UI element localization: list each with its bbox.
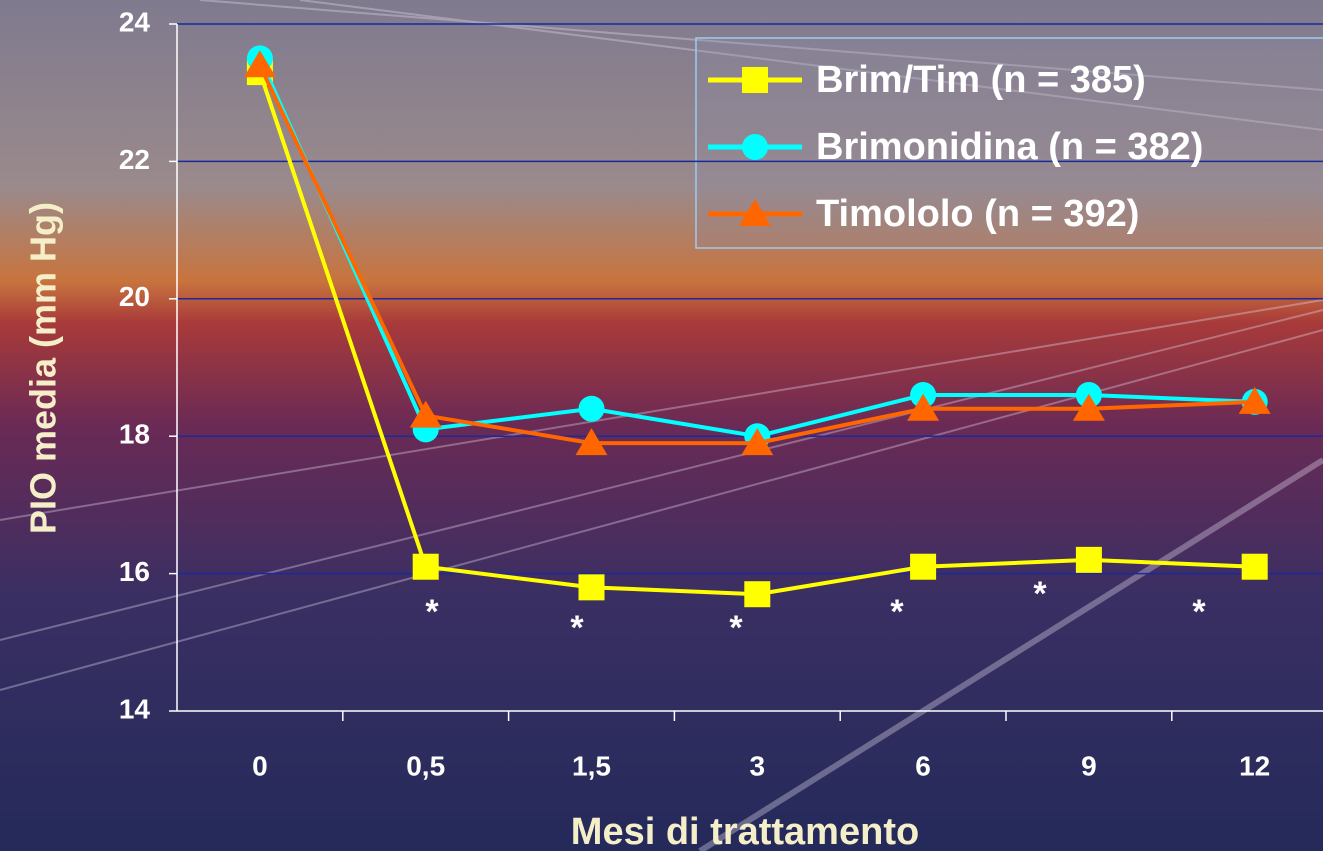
- annotation: *: [1192, 593, 1206, 631]
- x-tick-label: 3: [750, 750, 766, 781]
- marker: [243, 50, 276, 78]
- x-tick-label: 12: [1239, 750, 1270, 781]
- legend-entry: Brim/Tim (n = 385): [708, 59, 1146, 101]
- series: [246, 59, 1268, 608]
- y-tick-label: 24: [119, 6, 151, 37]
- legend-label: Brimonidina (n = 382): [816, 126, 1203, 168]
- legend-marker: [742, 134, 768, 160]
- x-tick-label: 0,5: [406, 750, 445, 781]
- y-tick-label: 14: [119, 693, 151, 724]
- marker: [910, 553, 937, 580]
- marker: [1072, 393, 1105, 421]
- y-tick-label: 22: [119, 144, 150, 175]
- x-tick-label: 9: [1081, 750, 1097, 781]
- annotation: *: [570, 609, 584, 647]
- marker: [907, 393, 940, 421]
- annotation: *: [1033, 575, 1047, 613]
- marker: [578, 395, 605, 422]
- marker: [1238, 386, 1271, 414]
- marker: [412, 553, 439, 580]
- y-tick-label: 16: [119, 556, 150, 587]
- marker: [575, 428, 608, 456]
- x-tick-label: 0: [252, 750, 268, 781]
- series: [243, 50, 1271, 456]
- annotation: *: [890, 593, 904, 631]
- legend-label: Timololo (n = 392): [816, 193, 1139, 235]
- y-tick-label: 20: [119, 281, 150, 312]
- marker: [1241, 553, 1268, 580]
- x-tick-label: 6: [915, 750, 931, 781]
- x-tick-label: 1,5: [572, 750, 611, 781]
- legend-entry: Timololo (n = 392): [708, 193, 1139, 235]
- annotation: *: [425, 593, 439, 631]
- marker: [741, 428, 774, 456]
- y-tick-label: 18: [119, 419, 150, 450]
- legend-entry: Brimonidina (n = 382): [708, 126, 1203, 168]
- legend-marker: [739, 199, 771, 226]
- annotation: *: [729, 609, 743, 647]
- y-axis-title: PIO media (mm Hg): [23, 202, 64, 534]
- x-axis-title: Mesi di trattamento: [571, 811, 919, 851]
- legend-marker: [742, 67, 768, 93]
- marker: [578, 574, 605, 601]
- legend-label: Brim/Tim (n = 385): [816, 59, 1146, 101]
- marker: [1075, 546, 1102, 573]
- marker: [409, 400, 442, 428]
- marker: [744, 581, 771, 608]
